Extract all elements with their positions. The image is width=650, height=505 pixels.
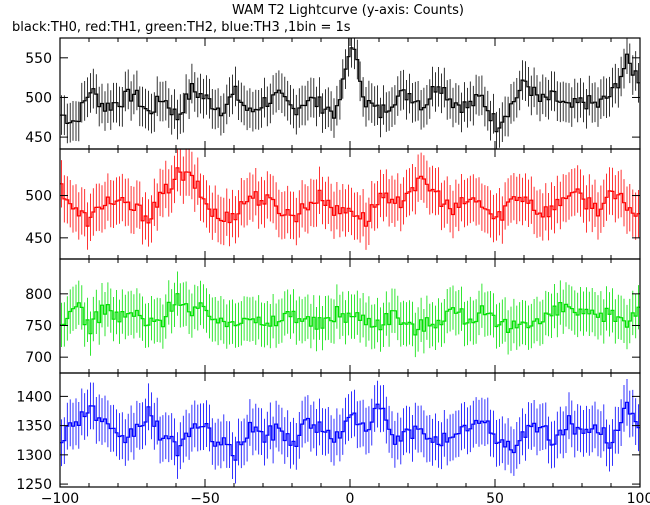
series-line-TH2 <box>60 293 640 336</box>
error-bars-TH3 <box>61 379 639 484</box>
x-tick-label: 100 <box>627 491 650 505</box>
y-tick-label: 1300 <box>16 448 52 464</box>
y-tick-label: 500 <box>25 189 52 205</box>
y-tick-label: 1400 <box>16 389 52 405</box>
panel-frame-TH1 <box>59 148 641 260</box>
error-bars-TH1 <box>61 149 639 250</box>
x-tick-label: −50 <box>190 491 220 505</box>
y-tick-label: 1350 <box>16 419 52 435</box>
y-tick-label: 550 <box>25 51 52 67</box>
x-tick-label: −100 <box>41 491 79 505</box>
series-line-TH3 <box>60 401 640 461</box>
series-line-TH1 <box>60 167 640 227</box>
panel-frame-TH3 <box>59 372 641 488</box>
x-tick-label: 0 <box>346 491 355 505</box>
chart-subtitle: black:TH0, red:TH1, green:TH2, blue:TH3 … <box>12 20 351 35</box>
y-tick-label: 750 <box>25 319 52 335</box>
series-line-TH0 <box>60 47 640 133</box>
y-tick-label: 1250 <box>16 477 52 493</box>
y-tick-label: 450 <box>25 130 52 146</box>
chart-title: WAM T2 Lightcurve (y-axis: Counts) <box>232 3 464 18</box>
y-tick-label: 700 <box>25 350 52 366</box>
x-tick-label: 50 <box>486 491 504 505</box>
y-tick-label: 450 <box>25 231 52 247</box>
y-tick-label: 800 <box>25 287 52 303</box>
y-tick-label: 500 <box>25 90 52 106</box>
